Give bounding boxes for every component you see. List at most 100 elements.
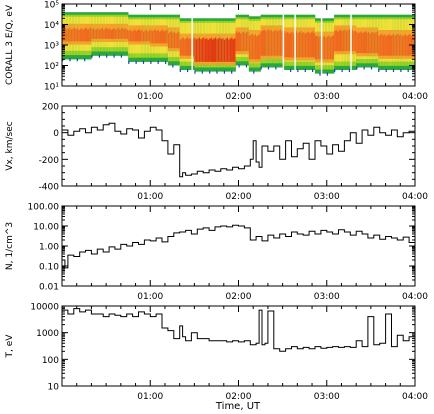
x-tick-label: 03:00 [314, 92, 340, 102]
spectrogram-cell [273, 30, 276, 56]
spectrogram-cell [212, 39, 214, 62]
spectrogram-cell [292, 33, 295, 58]
spectrogram-cell [229, 38, 232, 62]
spectrogram-cell [387, 35, 389, 56]
spectrogram-cell [291, 31, 294, 58]
spectrogram-cell [78, 30, 80, 42]
spectrogram-cell [270, 29, 273, 56]
spectrogram-cell [253, 35, 255, 60]
spectrogram-cell [369, 33, 372, 54]
x-axis-label: Time, UT [215, 401, 261, 412]
spectrogram-cell [184, 39, 186, 56]
spectrogram-cell [125, 28, 127, 39]
spectrogram-cell [217, 38, 220, 62]
y-tick-label: 0.01 [39, 283, 59, 293]
spectrogram-cell [142, 31, 145, 42]
spectrogram-cell [251, 33, 254, 60]
spectrogram-cell [110, 30, 113, 39]
spectrogram-cell [94, 30, 97, 39]
y-tick-label: 100.00 [28, 203, 60, 213]
spectrogram-cell [147, 31, 150, 42]
spectrogram-cell [98, 29, 101, 39]
spectrogram-cell [66, 29, 69, 42]
spectrogram-cell [72, 28, 75, 42]
spectrogram-cell [95, 29, 98, 39]
spectrogram-cell [79, 29, 82, 42]
spectrogram-cell [69, 27, 72, 42]
spectrogram-cell [265, 31, 267, 56]
x-tick-label: 01:00 [137, 392, 163, 402]
spectrogram-cell [194, 37, 197, 62]
spectrogram-cell [100, 28, 102, 39]
spectrogram-cell [362, 33, 364, 54]
spectrogram-cell [348, 29, 351, 52]
spectrogram-cell [316, 35, 319, 60]
spectrogram-cell [210, 37, 213, 62]
spectrogram-speckle [84, 58, 86, 62]
spectrogram-cell [231, 37, 233, 62]
spectrogram-cell [104, 28, 107, 39]
x-tick-label: 04:00 [402, 392, 428, 402]
spectrogram-cell [176, 32, 179, 49]
spectrogram-cell [85, 27, 88, 42]
spectrogram-cell [156, 30, 158, 44]
spectrogram-cell [87, 29, 89, 42]
spectrogram-cell [259, 34, 261, 60]
spectrogram-cell [172, 32, 175, 49]
spectrogram-cell [157, 29, 160, 44]
data-series-line [62, 122, 416, 178]
spectrogram-cell [159, 31, 161, 44]
spectrogram-cell [119, 29, 122, 39]
spectrogram-cell [128, 30, 130, 42]
spectrogram-cell [67, 28, 70, 42]
spectrogram-cell [257, 35, 260, 60]
spectrogram-cell [288, 33, 291, 58]
spectrogram-cell [84, 28, 86, 42]
spectrogram-cell [64, 28, 67, 42]
spectrogram-speckle [120, 54, 122, 58]
spectrogram-cell [345, 31, 348, 52]
spectrogram-cell [81, 28, 83, 42]
spectrogram-cell [366, 32, 369, 54]
x-tick-label: 02:00 [226, 292, 252, 302]
spectrogram-cell [332, 35, 335, 60]
spectrogram-cell [197, 38, 200, 62]
spectrogram-cell [269, 30, 272, 56]
spectrogram-speckle [253, 70, 255, 74]
spectrogram-speckle [223, 70, 225, 74]
spectrogram-cell [248, 35, 251, 60]
spectrogram-speckle [194, 70, 196, 74]
spectrogram-speckle [172, 64, 174, 68]
spectrogram-cell [272, 31, 275, 56]
spectrogram-cell [300, 31, 303, 58]
spectrogram-cell [347, 30, 350, 52]
y-tick-label: 0 [53, 129, 59, 139]
spectrogram-cell [284, 31, 286, 58]
plot-frame [61, 205, 416, 287]
spectrogram-speckle [304, 69, 306, 72]
spectrogram-cell [175, 33, 178, 49]
spectrogram-cell [254, 34, 257, 60]
spectrogram-cell [310, 32, 313, 58]
spectrogram-cell [279, 29, 282, 56]
spectrogram-cell [315, 36, 317, 60]
spectrogram-cell [359, 32, 361, 54]
y-tick-label: -200 [39, 156, 60, 166]
spectrogram-cell [131, 31, 133, 42]
spectrogram-cell [276, 31, 279, 56]
spectrogram-cell [357, 33, 360, 54]
spectrogram-speckle [378, 69, 380, 72]
spectrogram-speckle [275, 66, 277, 70]
spectrogram-cell [169, 32, 172, 49]
spectrogram-cell [190, 38, 192, 56]
y-axis-label: N, 1/cm^3 [5, 222, 15, 270]
spectrogram-speckle [400, 69, 402, 72]
spectrogram-cell [406, 35, 408, 56]
spectrogram-cell [198, 37, 201, 62]
x-tick-label: 02:00 [226, 392, 252, 402]
spectrogram-cell [395, 34, 398, 56]
spectrogram-cell [195, 39, 198, 62]
spectrogram-cell [295, 31, 298, 58]
spectrogram-speckle [157, 60, 159, 64]
spectrogram-cell [388, 34, 391, 56]
